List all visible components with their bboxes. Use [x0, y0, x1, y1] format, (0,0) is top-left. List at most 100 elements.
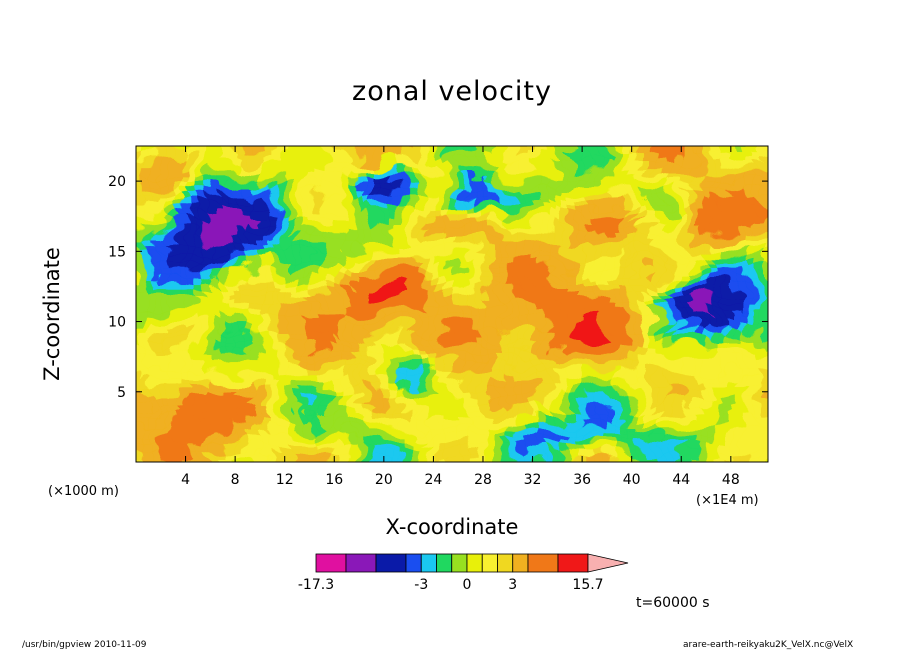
- heatmap-cell: [610, 146, 619, 147]
- heatmap-cell: [341, 210, 350, 219]
- heatmap-cell: [467, 239, 477, 248]
- heatmap-cell: [594, 146, 603, 154]
- colorbar-swatch: [375, 553, 407, 573]
- heatmap-cell: [246, 239, 256, 248]
- heatmap-cell: [689, 404, 698, 413]
- heatmap-cell: [617, 153, 627, 161]
- heatmap-cell: [428, 146, 437, 154]
- heatmap-cell: [546, 404, 556, 413]
- heatmap-cell: [491, 354, 500, 363]
- heatmap-cell: [633, 404, 643, 413]
- heatmap-cell: [712, 304, 722, 312]
- heatmap-cell: [562, 225, 572, 233]
- heatmap-cell: [294, 368, 303, 377]
- heatmap-cell: [594, 146, 603, 147]
- heatmap-cell: [578, 440, 587, 449]
- heatmap-cell: [396, 368, 406, 377]
- heatmap-cell: [712, 347, 722, 355]
- heatmap-cell: [404, 418, 414, 427]
- heatmap-cell: [325, 325, 335, 334]
- heatmap-cell: [523, 404, 532, 413]
- heatmap-cell: [459, 354, 469, 363]
- heatmap-cell: [309, 440, 319, 449]
- heatmap-cell: [776, 275, 785, 283]
- heatmap-cell: [704, 390, 714, 398]
- heatmap-cell: [586, 146, 595, 154]
- heatmap-cell: [610, 454, 619, 462]
- heatmap-cell: [380, 153, 390, 161]
- heatmap-cell: [475, 167, 485, 176]
- heatmap-cell: [720, 260, 730, 269]
- heatmap-cell: [373, 181, 382, 190]
- heatmap-cell: [301, 167, 311, 176]
- heatmap-cell: [491, 332, 500, 341]
- heatmap-cell: [428, 160, 437, 169]
- heatmap-cell: [736, 217, 745, 226]
- heatmap-cell: [602, 189, 611, 197]
- heatmap-cell: [760, 160, 768, 169]
- heatmap-cell: [499, 390, 508, 398]
- heatmap-cell: [373, 418, 382, 427]
- heatmap-cell: [159, 440, 169, 449]
- heatmap-cell: [380, 454, 390, 462]
- heatmap-cell: [554, 418, 564, 427]
- heatmap-cell: [136, 203, 145, 212]
- heatmap-cell: [191, 153, 200, 161]
- heatmap-cell: [538, 390, 548, 398]
- heatmap-cell: [752, 253, 761, 262]
- heatmap-cell: [681, 361, 690, 370]
- heatmap-cell: [365, 181, 374, 190]
- heatmap-cell: [230, 268, 240, 276]
- heatmap-cell: [617, 311, 627, 319]
- heatmap-cell: [175, 246, 184, 255]
- heatmap-cell: [357, 146, 366, 154]
- heatmap-cell: [317, 347, 327, 355]
- heatmap-cell: [222, 411, 232, 420]
- heatmap-cell: [728, 447, 737, 456]
- heatmap-cell: [641, 174, 651, 183]
- x-tick-label: 24: [424, 472, 442, 488]
- heatmap-cell: [183, 404, 192, 413]
- heatmap-cell: [270, 153, 279, 161]
- heatmap-cell: [380, 411, 390, 420]
- heatmap-cell: [412, 332, 421, 341]
- heatmap-cell: [151, 253, 161, 262]
- heatmap-cell: [665, 332, 674, 341]
- heatmap-cell: [602, 217, 611, 226]
- heatmap-cell: [143, 246, 153, 255]
- heatmap-cell: [444, 146, 453, 147]
- heatmap-cell: [199, 174, 208, 183]
- heatmap-cell: [681, 354, 690, 363]
- heatmap-cell: [507, 375, 516, 384]
- heatmap-cell: [459, 404, 469, 413]
- heatmap-cell: [673, 275, 682, 284]
- heatmap-cell: [341, 160, 350, 169]
- heatmap-cell: [602, 253, 611, 262]
- heatmap-cell: [641, 217, 651, 226]
- heatmap-cell: [768, 153, 777, 161]
- heatmap-cell: [270, 181, 279, 190]
- heatmap-cell: [704, 332, 714, 341]
- heatmap-cell: [230, 217, 240, 226]
- heatmap-cell: [483, 146, 493, 147]
- heatmap-cell: [388, 383, 398, 391]
- heatmap-cell: [610, 132, 619, 140]
- heatmap-cell: [673, 225, 682, 233]
- heatmap-cell: [388, 339, 398, 348]
- chart-title: zonal velocity: [352, 76, 552, 107]
- heatmap-cell: [428, 375, 437, 384]
- heatmap-cell: [657, 433, 666, 442]
- heatmap-cell: [665, 239, 674, 248]
- heatmap-cell: [760, 225, 768, 233]
- heatmap-cell: [428, 232, 437, 240]
- heatmap-cell: [538, 325, 548, 334]
- heatmap-cell: [365, 253, 374, 262]
- heatmap-cell: [657, 146, 666, 154]
- heatmap-cell: [625, 160, 635, 169]
- heatmap-cell: [222, 268, 232, 276]
- heatmap-cell: [357, 246, 366, 255]
- heatmap-cell: [491, 289, 500, 298]
- heatmap-cell: [373, 189, 382, 197]
- heatmap-cell: [776, 361, 785, 369]
- heatmap-cell: [199, 146, 208, 147]
